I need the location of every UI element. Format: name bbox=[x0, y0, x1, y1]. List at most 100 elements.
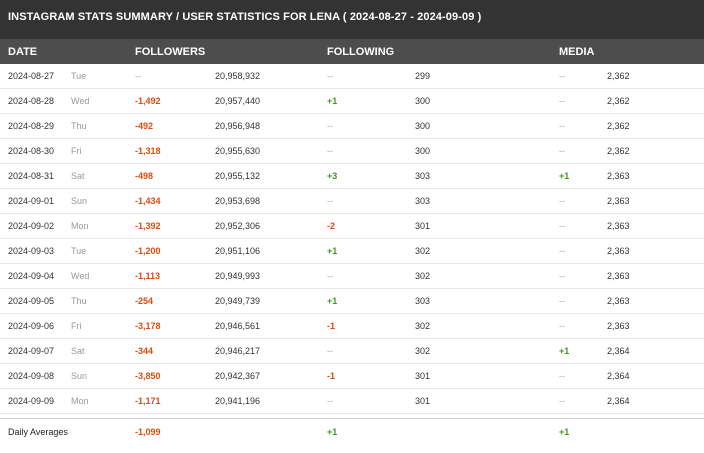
table-row: 2024-09-05 Thu -254 20,949,739 +1 303 -- 2,363 bbox=[0, 289, 704, 314]
table-header: DATE FOLLOWERS FOLLOWING MEDIA bbox=[0, 39, 704, 64]
table-row: 2024-09-03 Tue -1,200 20,951,106 +1 302 -- 2,36… bbox=[0, 239, 704, 264]
day-cell: Wed bbox=[71, 96, 90, 106]
table-row: 2024-08-31 Sat -498 20,955,132 +3 303 +1 2,363 bbox=[0, 164, 704, 189]
averages-label: Daily Averages bbox=[8, 427, 68, 437]
day-cell: Wed bbox=[71, 271, 90, 281]
followers-change-cell: -1,318 bbox=[135, 146, 161, 156]
followers-change-cell: -254 bbox=[135, 296, 154, 306]
date-cell: 2024-08-31 bbox=[8, 171, 55, 181]
following-change-cell: -2 bbox=[327, 221, 336, 231]
followers-cell: 20,949,993 bbox=[215, 271, 261, 281]
followers-change-cell: -1,392 bbox=[135, 221, 161, 231]
following-cell: 302 bbox=[415, 271, 431, 281]
date-cell: 2024-09-04 bbox=[8, 271, 55, 281]
avg-following-change: +1 bbox=[327, 427, 338, 437]
followers-cell: 20,958,932 bbox=[215, 71, 261, 81]
media-change-cell: -- bbox=[559, 271, 565, 281]
table-row: 2024-09-01 Sun -1,434 20,953,698 -- 303 -- 2,36… bbox=[0, 189, 704, 214]
date-cell: 2024-09-08 bbox=[8, 371, 55, 381]
followers-cell: 20,946,217 bbox=[215, 346, 261, 356]
date-cell: 2024-09-03 bbox=[8, 246, 55, 256]
page-title: INSTAGRAM STATS SUMMARY / USER STATISTIC… bbox=[0, 0, 704, 39]
date-cell: 2024-09-01 bbox=[8, 196, 55, 206]
followers-change-cell: -- bbox=[135, 71, 141, 81]
following-change-cell: -1 bbox=[327, 371, 336, 381]
following-change-cell: -- bbox=[327, 346, 333, 356]
table-row: 2024-08-27 Tue -- 20,958,932 -- 299 -- 2,362 bbox=[0, 64, 704, 89]
media-change-cell: -- bbox=[559, 96, 565, 106]
following-change-cell: +3 bbox=[327, 171, 338, 181]
following-change-cell: -- bbox=[327, 71, 333, 81]
following-cell: 303 bbox=[415, 296, 431, 306]
followers-cell: 20,941,196 bbox=[215, 396, 261, 406]
media-change-cell: -- bbox=[559, 71, 565, 81]
followers-cell: 20,956,948 bbox=[215, 121, 261, 131]
media-cell: 2,363 bbox=[607, 246, 630, 256]
followers-cell: 20,955,132 bbox=[215, 171, 261, 181]
media-change-cell: -- bbox=[559, 146, 565, 156]
day-cell: Thu bbox=[71, 296, 87, 306]
day-cell: Mon bbox=[71, 396, 89, 406]
avg-media-change: +1 bbox=[559, 427, 570, 437]
followers-change-cell: -3,178 bbox=[135, 321, 161, 331]
followers-change-cell: -492 bbox=[135, 121, 154, 131]
date-cell: 2024-09-05 bbox=[8, 296, 55, 306]
table-row: 2024-09-02 Mon -1,392 20,952,306 -2 301 -- 2,36… bbox=[0, 214, 704, 239]
media-cell: 2,364 bbox=[607, 371, 630, 381]
media-change-cell: +1 bbox=[559, 346, 570, 356]
followers-cell: 20,946,561 bbox=[215, 321, 261, 331]
table-row: 2024-09-09 Mon -1,171 20,941,196 -- 301 -- 2,36… bbox=[0, 389, 704, 414]
date-cell: 2024-09-07 bbox=[8, 346, 55, 356]
following-cell: 300 bbox=[415, 96, 431, 106]
media-change-cell: -- bbox=[559, 196, 565, 206]
header-following: FOLLOWING bbox=[327, 46, 395, 58]
daily-averages-row: Daily Averages -1,099 +1 +1 bbox=[0, 418, 704, 443]
followers-change-cell: -1,200 bbox=[135, 246, 161, 256]
followers-change-cell: -3,850 bbox=[135, 371, 161, 381]
header-followers: FOLLOWERS bbox=[135, 46, 206, 58]
following-cell: 301 bbox=[415, 221, 431, 231]
table-row: 2024-08-29 Thu -492 20,956,948 -- 300 -- 2,362 bbox=[0, 114, 704, 139]
following-cell: 301 bbox=[415, 371, 431, 381]
following-change-cell: +1 bbox=[327, 296, 338, 306]
media-cell: 2,363 bbox=[607, 171, 630, 181]
following-change-cell: -- bbox=[327, 121, 333, 131]
day-cell: Tue bbox=[71, 71, 87, 81]
header-date: DATE bbox=[8, 46, 38, 58]
day-cell: Fri bbox=[71, 146, 82, 156]
following-cell: 302 bbox=[415, 346, 431, 356]
following-cell: 303 bbox=[415, 171, 431, 181]
table-row: 2024-08-30 Fri -1,318 20,955,630 -- 300 -- 2,36… bbox=[0, 139, 704, 164]
media-cell: 2,363 bbox=[607, 321, 630, 331]
followers-cell: 20,953,698 bbox=[215, 196, 261, 206]
following-cell: 299 bbox=[415, 71, 431, 81]
following-cell: 300 bbox=[415, 121, 431, 131]
following-change-cell: +1 bbox=[327, 246, 338, 256]
table-row: 2024-09-04 Wed -1,113 20,949,993 -- 302 -- 2,36… bbox=[0, 264, 704, 289]
followers-change-cell: -1,171 bbox=[135, 396, 161, 406]
media-change-cell: +1 bbox=[559, 171, 570, 181]
followers-cell: 20,957,440 bbox=[215, 96, 261, 106]
media-cell: 2,362 bbox=[607, 96, 630, 106]
followers-cell: 20,955,630 bbox=[215, 146, 261, 156]
media-cell: 2,363 bbox=[607, 221, 630, 231]
table-row: 2024-08-28 Wed -1,492 20,957,440 +1 300 -- 2,36… bbox=[0, 89, 704, 114]
date-cell: 2024-08-29 bbox=[8, 121, 55, 131]
media-cell: 2,363 bbox=[607, 271, 630, 281]
day-cell: Sun bbox=[71, 371, 88, 381]
media-change-cell: -- bbox=[559, 296, 565, 306]
date-cell: 2024-09-06 bbox=[8, 321, 55, 331]
media-change-cell: -- bbox=[559, 396, 565, 406]
avg-followers-change: -1,099 bbox=[135, 427, 161, 437]
following-cell: 302 bbox=[415, 321, 431, 331]
following-cell: 300 bbox=[415, 146, 431, 156]
media-change-cell: -- bbox=[559, 371, 565, 381]
following-cell: 303 bbox=[415, 196, 431, 206]
media-change-cell: -- bbox=[559, 321, 565, 331]
day-cell: Sat bbox=[71, 346, 85, 356]
day-cell: Thu bbox=[71, 121, 87, 131]
media-cell: 2,363 bbox=[607, 296, 630, 306]
followers-change-cell: -1,434 bbox=[135, 196, 161, 206]
media-cell: 2,363 bbox=[607, 196, 630, 206]
table-row: 2024-09-08 Sun -3,850 20,942,367 -1 301 -- 2,36… bbox=[0, 364, 704, 389]
